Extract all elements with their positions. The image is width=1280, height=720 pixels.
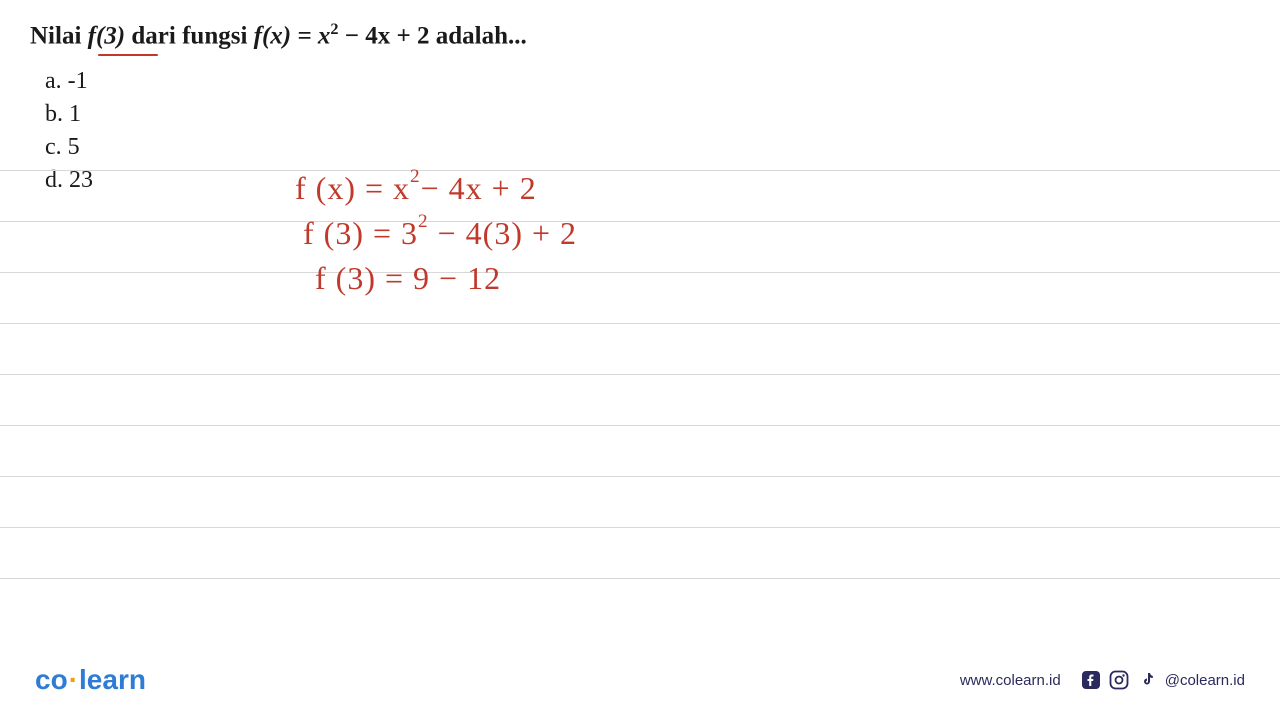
rule-line [0,323,1280,324]
option-a: a. -1 [45,68,1250,95]
social-handle: @colearn.id [1165,672,1245,689]
rule-line [0,374,1280,375]
logo: co·learn [35,664,146,696]
hw-sup: 2 [418,211,429,232]
handwriting-line-2: f (3) = 9 − 12 [315,260,577,297]
underline-accent [98,54,158,56]
logo-co: co [35,664,68,695]
question-exp: 2 [330,20,338,38]
option-b: b. 1 [45,101,1250,128]
rule-line [0,527,1280,528]
instagram-icon [1109,670,1129,690]
question-suffix: − 4x + 2 adalah... [339,22,527,49]
rule-line [0,476,1280,477]
facebook-icon [1081,670,1101,690]
rule-line [0,221,1280,222]
footer: co·learn www.colearn.id @colearn.id [0,640,1280,720]
question-fx: f(x) = x [254,22,331,49]
option-d: d. 23 [45,167,1250,194]
rule-line [0,578,1280,579]
tiktok-icon [1137,670,1157,690]
option-c: c. 5 [45,134,1250,161]
hw-post: − 4(3) + 2 [429,215,577,251]
website-url: www.colearn.id [960,672,1061,689]
logo-learn: learn [79,664,146,695]
question-prefix: Nilai [30,22,88,49]
rule-line [0,272,1280,273]
rule-line [0,425,1280,426]
footer-right: www.colearn.id @colearn.id [960,670,1245,690]
question-mid: dari fungsi [125,22,254,49]
hw-pre: f (3) = 9 − 12 [315,260,501,296]
handwriting-line-1: f (3) = 32 − 4(3) + 2 [303,215,577,252]
question-text: Nilai f(3) dari fungsi f(x) = x2 − 4x + … [30,20,1250,50]
question-f3: f(3) [88,22,125,49]
options-list: a. -1 b. 1 c. 5 d. 23 [45,68,1250,194]
content-area: Nilai f(3) dari fungsi f(x) = x2 − 4x + … [0,0,1280,640]
hw-pre: f (3) = 3 [303,215,418,251]
social-group: @colearn.id [1081,670,1245,690]
logo-dot: · [69,664,78,695]
